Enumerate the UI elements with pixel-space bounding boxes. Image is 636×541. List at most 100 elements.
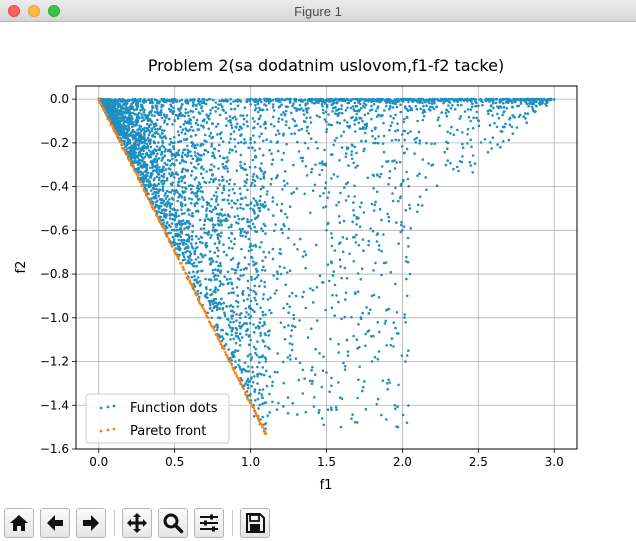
function-dot	[282, 306, 285, 310]
function-dot	[370, 334, 373, 338]
function-dot	[277, 105, 281, 109]
function-dot	[325, 105, 329, 109]
function-dot	[527, 104, 530, 108]
function-dot	[213, 147, 216, 150]
function-dot	[429, 98, 433, 102]
function-dot	[254, 154, 257, 158]
function-dot	[253, 108, 257, 112]
function-dot	[225, 117, 228, 120]
function-dot	[151, 133, 155, 137]
function-dot	[181, 158, 184, 162]
function-dot	[472, 116, 475, 120]
home-button[interactable]	[4, 508, 34, 538]
function-dot	[257, 206, 260, 210]
pareto-dot	[99, 101, 102, 105]
save-button[interactable]	[240, 508, 270, 538]
function-dot	[243, 138, 246, 141]
close-window-button[interactable]	[8, 5, 20, 17]
function-dot	[112, 106, 116, 110]
function-dot	[180, 131, 184, 134]
zoom-button[interactable]	[158, 508, 188, 538]
function-dot	[276, 149, 280, 153]
function-dot	[265, 138, 268, 141]
function-dot	[290, 132, 293, 136]
function-dot	[252, 172, 256, 176]
function-dot	[136, 163, 140, 167]
function-dot	[166, 221, 169, 224]
function-dot	[254, 267, 258, 271]
function-dot	[285, 216, 289, 219]
function-dot	[238, 332, 242, 336]
function-dot	[391, 199, 395, 203]
function-dot	[207, 127, 210, 131]
function-dot	[253, 375, 256, 378]
function-dot	[133, 130, 136, 133]
function-dot	[311, 301, 315, 304]
function-dot	[226, 170, 230, 173]
function-dot	[243, 384, 246, 388]
function-dot	[108, 109, 112, 113]
function-dot	[251, 260, 255, 263]
function-dot	[286, 182, 289, 185]
function-dot	[281, 188, 284, 191]
minimize-window-button[interactable]	[28, 5, 40, 17]
function-dot	[417, 130, 421, 134]
function-dot	[231, 326, 234, 330]
function-dot	[201, 176, 205, 180]
function-dot	[355, 223, 358, 226]
function-dot	[402, 129, 406, 133]
function-dot	[473, 162, 477, 165]
function-dot	[247, 224, 250, 228]
function-dot	[160, 116, 164, 120]
function-dot	[251, 158, 255, 162]
function-dot	[209, 132, 213, 135]
back-button[interactable]	[40, 508, 70, 538]
pareto-dot	[217, 338, 220, 341]
function-dot	[357, 121, 361, 125]
function-dot	[170, 171, 174, 174]
function-dot	[127, 141, 131, 145]
function-dot	[224, 111, 228, 115]
pan-button[interactable]	[122, 508, 152, 538]
function-dot	[189, 201, 193, 205]
pareto-dot	[261, 425, 264, 429]
maximize-window-button[interactable]	[48, 5, 60, 17]
function-dot	[127, 133, 131, 136]
x-tick-label: 2.0	[393, 455, 412, 469]
function-dot	[228, 151, 231, 154]
function-dot	[394, 129, 397, 133]
function-dot	[216, 222, 220, 226]
function-dot	[232, 201, 236, 205]
forward-button[interactable]	[76, 508, 106, 538]
function-dot	[163, 119, 167, 122]
function-dot	[216, 254, 220, 258]
function-dot	[409, 227, 413, 230]
function-dot	[421, 118, 425, 122]
function-dot	[249, 184, 253, 187]
function-dot	[229, 338, 232, 341]
function-dot	[421, 111, 425, 115]
function-dot	[409, 130, 412, 133]
function-dot	[156, 168, 159, 171]
function-dot	[155, 158, 159, 161]
function-dot	[183, 132, 187, 135]
pareto-dot	[253, 408, 256, 412]
function-dot	[265, 108, 269, 111]
function-dot	[288, 354, 292, 357]
function-dot	[191, 104, 195, 108]
function-dot	[121, 98, 125, 101]
function-dot	[217, 216, 220, 220]
function-dot	[238, 344, 242, 347]
function-dot	[157, 157, 161, 160]
function-dot	[357, 109, 361, 112]
function-dot	[371, 134, 374, 138]
function-dot	[152, 169, 156, 173]
configure-subplots-button[interactable]	[194, 508, 224, 538]
pareto-dot	[161, 224, 164, 228]
function-dot	[408, 272, 412, 276]
function-dot	[157, 141, 160, 144]
function-dot	[274, 176, 278, 180]
function-dot	[217, 302, 220, 306]
function-dot	[367, 239, 371, 243]
function-dot	[216, 107, 220, 110]
